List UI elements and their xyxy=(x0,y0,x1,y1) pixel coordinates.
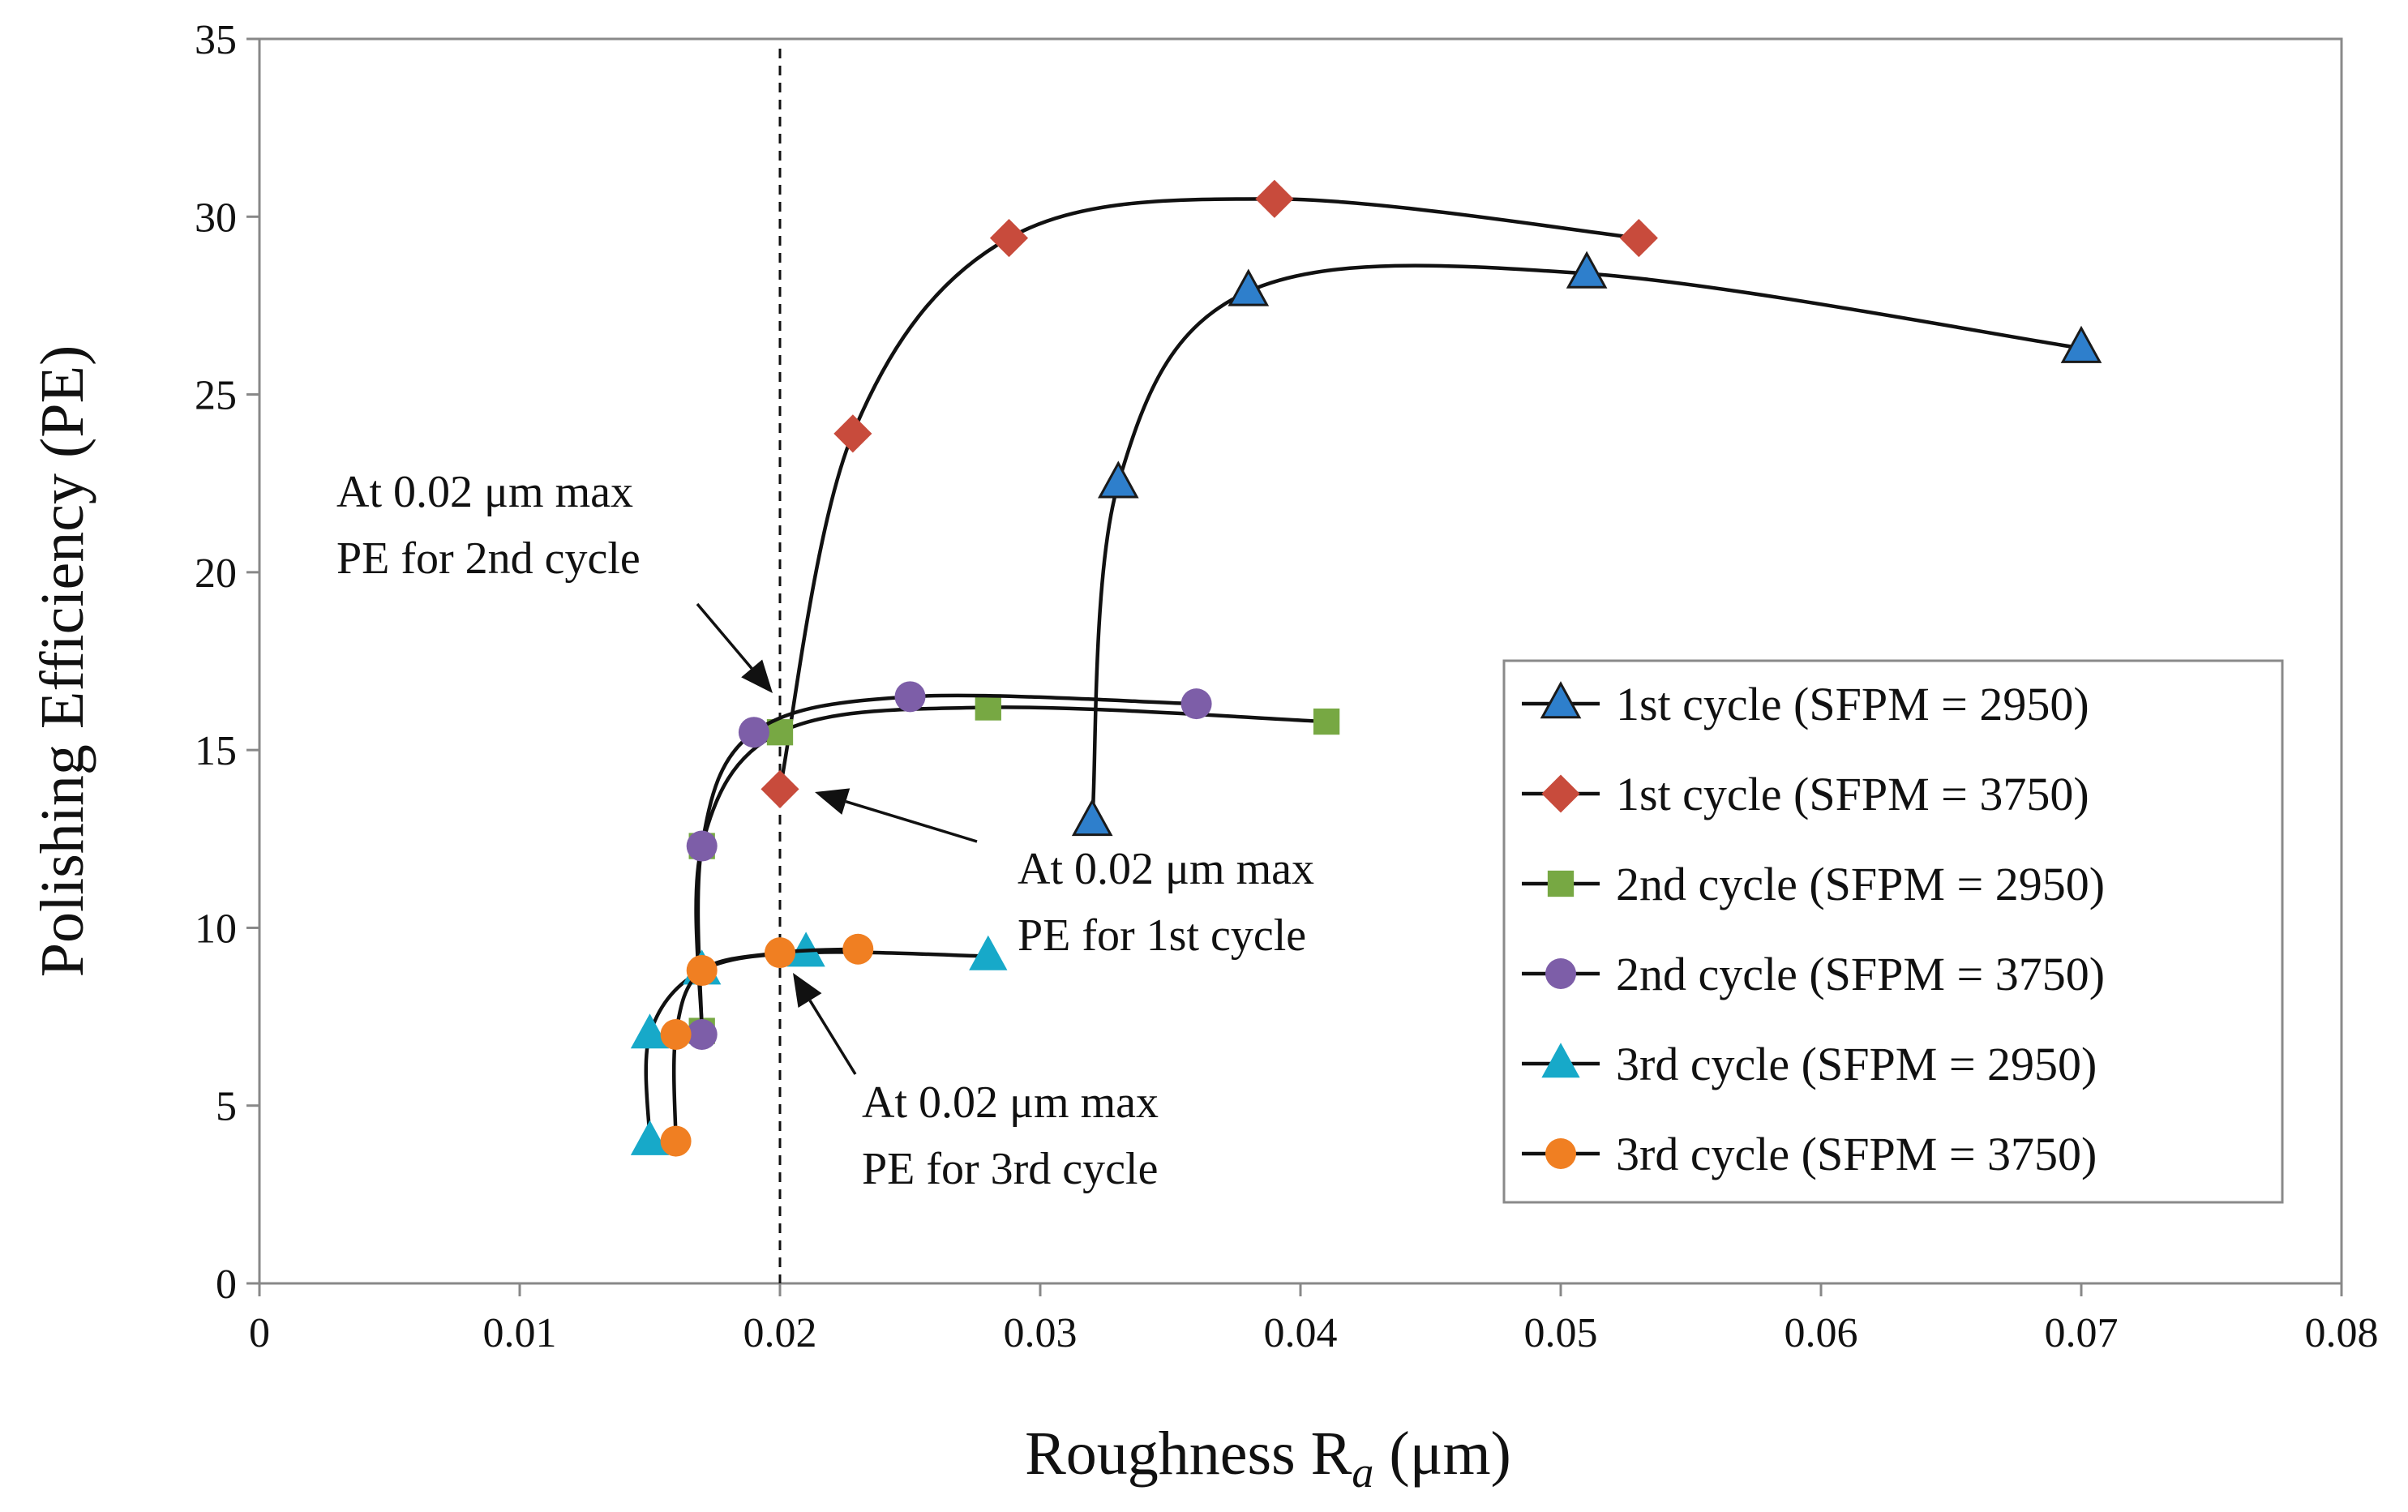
annotation-2: At 0.02 μm max PE for 1st cycle xyxy=(815,788,1314,961)
data-point xyxy=(660,1125,692,1157)
x-tick-label: 0.05 xyxy=(1524,1310,1598,1356)
legend-label: 1st cycle (SFPM = 2950) xyxy=(1616,678,2089,730)
legend-item: 3rd cycle (SFPM = 3750) xyxy=(1522,1128,2097,1180)
data-point xyxy=(1619,219,1658,258)
data-point xyxy=(1097,460,1139,499)
legend-marker xyxy=(1545,958,1576,989)
annotation-arrow-line xyxy=(696,602,753,670)
data-point xyxy=(975,694,1001,721)
data-point xyxy=(1255,179,1294,218)
x-tick-label: 0.06 xyxy=(1785,1310,1858,1356)
annotation-arrowhead xyxy=(815,788,851,815)
x-tick-label: 0.01 xyxy=(483,1310,557,1356)
x-axis-title-main: Roughness R xyxy=(1025,1420,1352,1488)
legend-item: 1st cycle (SFPM = 3750) xyxy=(1522,768,2089,820)
data-point xyxy=(894,681,926,713)
y-tick-label: 5 xyxy=(216,1084,237,1130)
annotation-text: PE for 1st cycle xyxy=(1018,910,1306,961)
data-point xyxy=(1566,251,1608,289)
data-point xyxy=(686,1019,718,1050)
y-tick-label: 0 xyxy=(216,1261,237,1308)
legend-item: 3rd cycle (SFPM = 2950) xyxy=(1522,1038,2097,1090)
data-point xyxy=(989,219,1029,258)
data-point xyxy=(660,1019,692,1050)
legend-marker xyxy=(1540,681,1582,719)
data-point xyxy=(765,937,795,969)
data-point xyxy=(1180,688,1212,720)
annotation-text: At 0.02 μm max xyxy=(336,467,633,517)
series-4 xyxy=(686,681,1212,1050)
x-axis-title-subscript: a xyxy=(1352,1448,1373,1497)
series-line xyxy=(1090,263,2082,822)
x-tick-label: 0.08 xyxy=(2305,1310,2379,1356)
data-point xyxy=(1313,708,1340,735)
annotation-arrowhead xyxy=(741,659,773,693)
y-tick-label: 30 xyxy=(195,195,237,241)
x-tick-label: 0.04 xyxy=(1264,1310,1338,1356)
data-point xyxy=(630,1120,670,1155)
legend: 1st cycle (SFPM = 2950) 1st cycle (SFPM =… xyxy=(1502,659,2284,1204)
data-point xyxy=(686,830,718,862)
legend-box xyxy=(1502,659,2284,1204)
y-axis-title: Polishing Efficiency (PE) xyxy=(28,345,96,978)
legend-marker xyxy=(1541,1043,1580,1078)
annotation-text: At 0.02 μm max xyxy=(1018,844,1314,894)
annotation-3: At 0.02 μm max PE for 3rd cycle xyxy=(793,973,1159,1194)
legend-marker xyxy=(1547,870,1575,897)
legend-item: 2nd cycle (SFPM = 3750) xyxy=(1522,948,2105,1000)
x-tick-label: 0.02 xyxy=(743,1310,817,1356)
x-tick-label: 0.07 xyxy=(2045,1310,2119,1356)
annotation-text: PE for 3rd cycle xyxy=(862,1144,1158,1194)
annotation-1: At 0.02 μm max PE for 2nd cycle xyxy=(336,467,773,693)
legend-label: 2nd cycle (SFPM = 3750) xyxy=(1616,948,2105,1000)
legend-label: 1st cycle (SFPM = 3750) xyxy=(1616,768,2089,820)
annotation-arrowhead xyxy=(793,973,822,1008)
y-tick-label: 10 xyxy=(195,906,237,952)
data-point xyxy=(630,1013,670,1049)
legend-item: 1st cycle (SFPM = 2950) xyxy=(1522,678,2089,730)
x-axis-title-unit: (μm) xyxy=(1373,1420,1510,1488)
y-tick-label: 35 xyxy=(195,17,237,63)
data-point xyxy=(1228,268,1270,306)
annotation-text: PE for 2nd cycle xyxy=(336,533,641,584)
series-line xyxy=(694,705,1327,1031)
legend-marker xyxy=(1545,1138,1576,1169)
series-6 xyxy=(660,933,874,1157)
legend-item: 2nd cycle (SFPM = 2950) xyxy=(1522,858,2105,910)
data-point xyxy=(833,414,872,453)
legend-label: 3rd cycle (SFPM = 2950) xyxy=(1616,1038,2097,1090)
x-tick-label: 0.03 xyxy=(1004,1310,1078,1356)
series-2 xyxy=(761,179,1658,808)
data-point xyxy=(842,933,874,965)
x-tick-label: 0 xyxy=(249,1310,270,1356)
data-point xyxy=(738,717,769,748)
y-tick-label: 15 xyxy=(195,728,237,774)
legend-label: 3rd cycle (SFPM = 3750) xyxy=(1616,1128,2097,1180)
legend-label: 2nd cycle (SFPM = 2950) xyxy=(1616,858,2105,910)
annotation-arrow-line xyxy=(845,799,978,843)
annotation-arrow-line xyxy=(808,1000,857,1075)
annotation-text: At 0.02 μm max xyxy=(862,1077,1159,1128)
legend-marker xyxy=(1541,774,1580,813)
data-point xyxy=(1071,799,1113,837)
y-tick-label: 25 xyxy=(195,373,237,419)
y-tick-label: 20 xyxy=(195,550,237,597)
x-axis-title: Roughness Ra (μm) xyxy=(1025,1420,1511,1497)
data-point xyxy=(686,955,718,987)
series-1 xyxy=(1071,251,2102,837)
data-point xyxy=(969,935,1008,970)
data-point xyxy=(761,769,799,808)
data-point xyxy=(2060,325,2102,363)
